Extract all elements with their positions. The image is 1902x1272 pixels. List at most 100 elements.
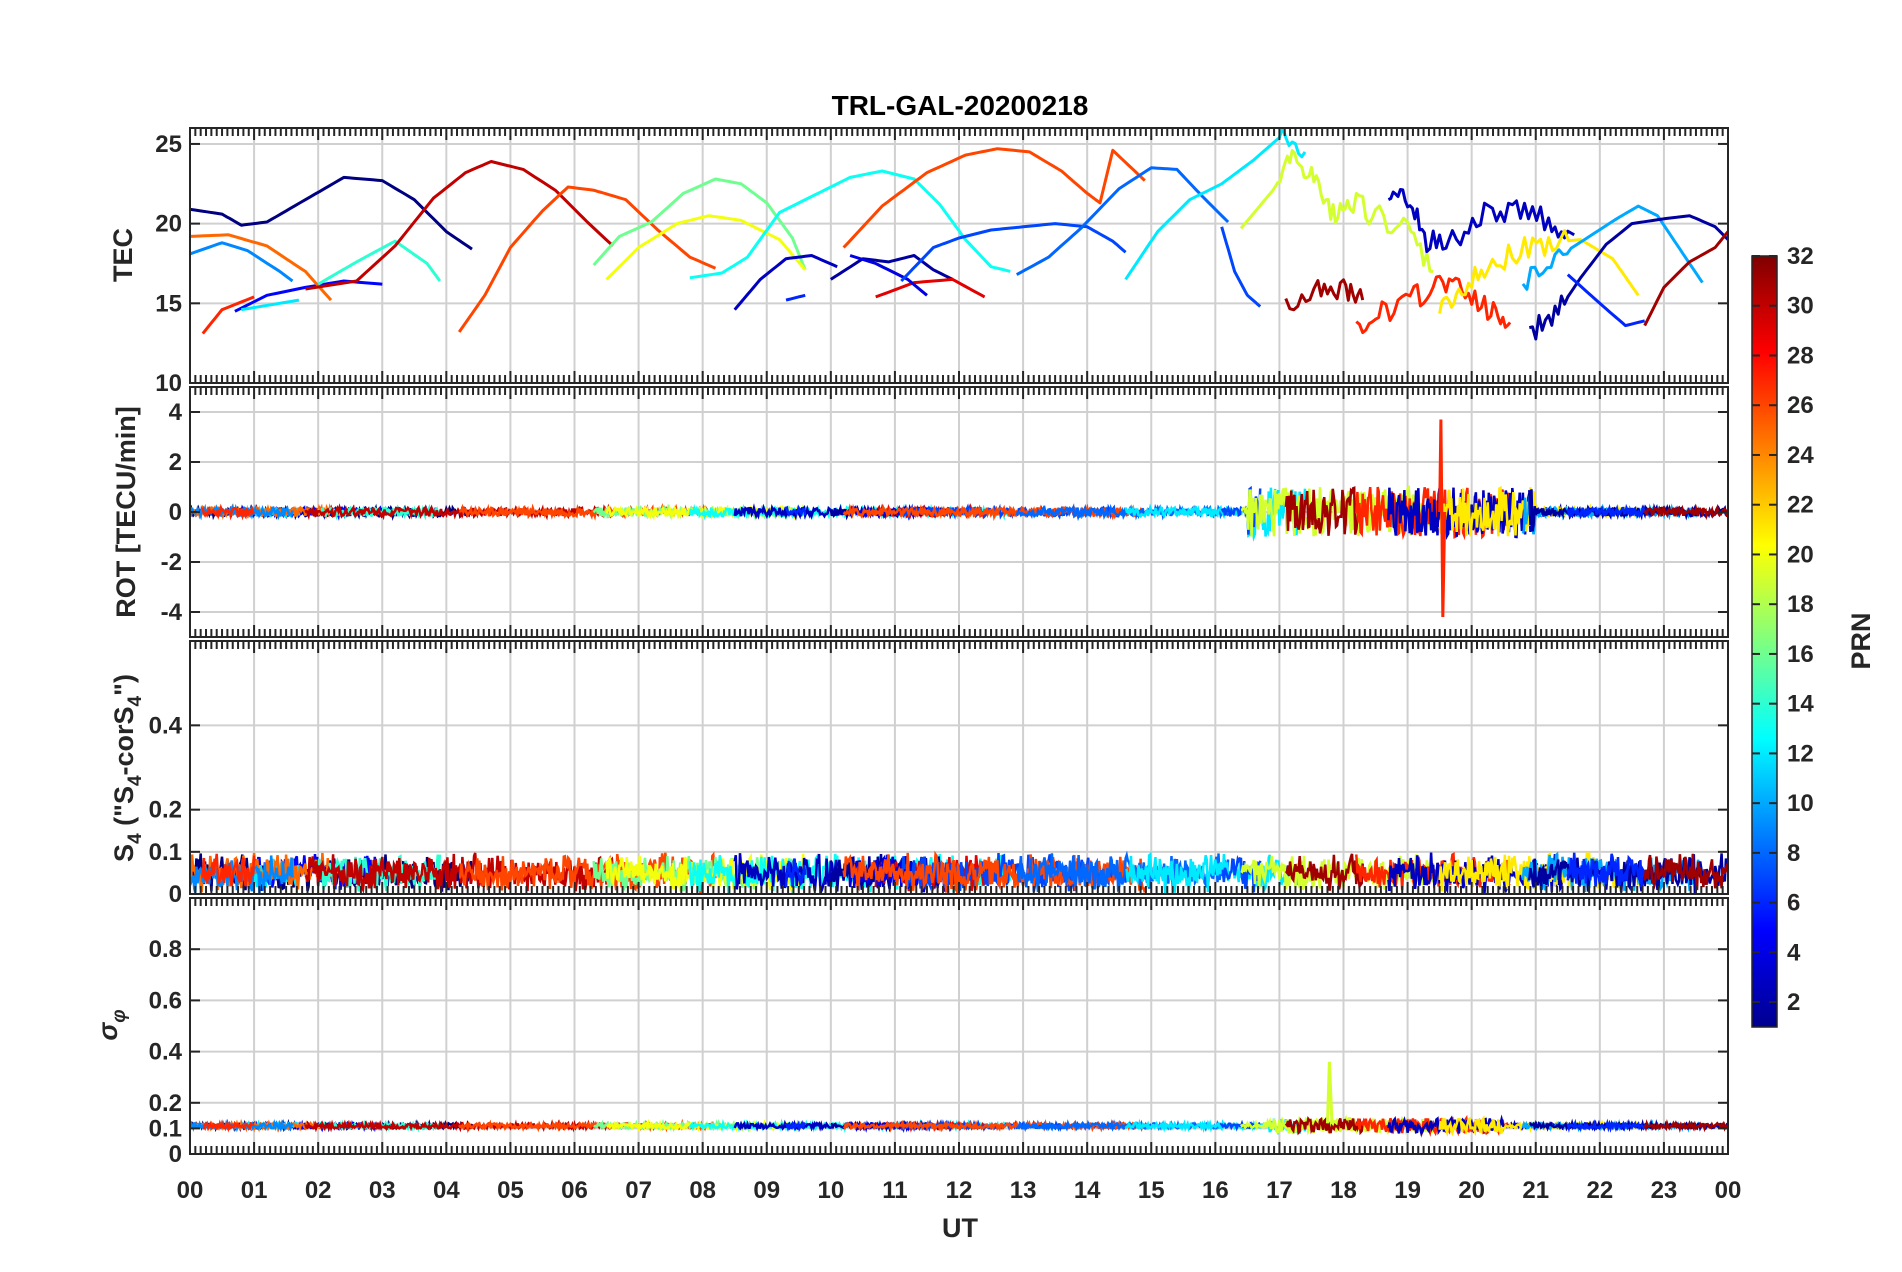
panel-frame — [189, 127, 1729, 384]
x-tick-label: 12 — [946, 1177, 973, 1204]
tec-series-line — [190, 175, 473, 251]
rot-series-line — [1566, 503, 1646, 521]
y-tick-label: 0.1 — [149, 839, 182, 866]
sigma-series-line — [1566, 1118, 1646, 1134]
tick-marks — [189, 387, 1729, 637]
tec-series-line — [733, 254, 838, 311]
series-rot — [190, 419, 1728, 618]
tec-series-line — [829, 254, 954, 281]
x-axis-label: UT — [942, 1213, 978, 1243]
x-tick-label: 00 — [1715, 1177, 1742, 1204]
tec-series-line — [1387, 188, 1575, 254]
y-label-s4: S4 ("S4-corS4") — [109, 674, 146, 862]
s4-series-line — [1566, 852, 1646, 888]
rot-series-line — [1284, 486, 1364, 536]
tec-series-line — [605, 214, 807, 281]
sigma-series-line — [1016, 1118, 1230, 1133]
x-tick-label: 05 — [497, 1177, 524, 1204]
colorbar-tick-label: 18 — [1787, 591, 1814, 618]
y-tick-label: 0 — [169, 499, 182, 526]
y-tick-labels: 0 0.1 0.2 0.4 — [149, 712, 183, 908]
tec-series-line — [190, 241, 294, 283]
x-tick-label: 16 — [1202, 1177, 1229, 1204]
panel-frame — [189, 897, 1729, 1155]
tec-series-line — [1643, 230, 1728, 327]
panel-frame — [189, 386, 1729, 638]
colorbar-tick-label: 20 — [1787, 541, 1814, 568]
x-tick-label: 15 — [1138, 1177, 1165, 1204]
colorbar-tick-label: 4 — [1787, 939, 1801, 966]
x-tick-label: 20 — [1458, 1177, 1485, 1204]
tec-series-line — [1566, 273, 1646, 328]
panel-s4: 0 0.1 0.2 0.4 — [149, 641, 1728, 908]
colorbar-label: PRN — [1846, 612, 1876, 669]
x-tick-label: 23 — [1651, 1177, 1678, 1204]
x-tick-label: 09 — [753, 1177, 780, 1204]
colorbar-tick-label: 30 — [1787, 293, 1814, 320]
y-tick-label: 20 — [155, 211, 182, 238]
y-tick-label: 4 — [169, 399, 183, 426]
rot-spike — [1438, 419, 1447, 618]
colorbar-tick-label: 10 — [1787, 790, 1814, 817]
rot-series-line — [733, 503, 839, 521]
panels: 10152025-4-202400.10.20.400.10.20.40.60.… — [149, 127, 1729, 1168]
colorbar-tick-label: 6 — [1787, 890, 1800, 917]
colorbar-tick-label: 12 — [1787, 740, 1814, 767]
colorbar-tick-label: 26 — [1787, 392, 1814, 419]
y-tick-labels: 10 15 20 25 — [155, 131, 182, 397]
y-label-rot: ROT [TECU/min] — [111, 406, 141, 617]
tec-series-line — [457, 185, 717, 333]
colorbar-tick-label: 24 — [1787, 442, 1814, 469]
svg-text:σφ: σφ — [93, 1009, 130, 1040]
chart-title: TRL-GAL-20200218 — [832, 90, 1089, 121]
s4-series-line — [201, 853, 256, 887]
tick-marks — [189, 641, 1729, 895]
x-tick-label: 21 — [1522, 1177, 1549, 1204]
x-tick-label: 11 — [882, 1177, 907, 1204]
x-tick-label: 13 — [1010, 1177, 1037, 1204]
x-tick-label: 17 — [1266, 1177, 1293, 1204]
y-label-tec: TEC — [108, 228, 138, 282]
colorbar-tick-label: 16 — [1787, 641, 1814, 668]
grid-lines — [190, 641, 1728, 895]
series-sigma — [190, 1061, 1728, 1138]
sigma-series-line — [733, 1119, 838, 1132]
s4-series-line — [1643, 853, 1728, 891]
tec-series-line — [1355, 274, 1512, 335]
tec-series-line — [1521, 204, 1704, 291]
panel-frame — [189, 640, 1729, 895]
y-tick-label: 15 — [155, 290, 182, 317]
tec-series-line — [201, 295, 255, 335]
s4-series-line — [784, 858, 807, 888]
tec-series-line — [849, 254, 928, 297]
tec-series-line — [592, 177, 807, 271]
tec-series-line — [842, 147, 1146, 249]
y-tick-labels: -4 -2 0 2 4 — [161, 399, 183, 626]
x-tick-label: 08 — [689, 1177, 716, 1204]
tec-series-line — [875, 277, 986, 299]
y-tick-label: -4 — [161, 599, 183, 626]
y-tick-label: 0.8 — [149, 936, 182, 963]
svg-text:TEC: TEC — [108, 228, 138, 282]
sigma-spike — [1325, 1061, 1334, 1124]
tec-series-line — [689, 169, 1011, 280]
x-tick-label: 02 — [305, 1177, 332, 1204]
y-tick-label: -2 — [161, 549, 182, 576]
y-label-sigma: σφ — [93, 1009, 130, 1040]
tec-series-line — [785, 293, 806, 302]
x-tick-label: 03 — [369, 1177, 396, 1204]
panel-rot: -4 -2 0 2 4 — [161, 387, 1728, 637]
tec-series-line — [1239, 149, 1434, 273]
y-tick-label: 2 — [169, 449, 182, 476]
colorbar-gradient — [1751, 255, 1778, 1028]
y-tick-label: 0 — [169, 881, 182, 908]
rot-series-line — [1124, 487, 1307, 542]
y-tick-label: 0.1 — [149, 1115, 182, 1142]
s4-series-line — [458, 851, 717, 894]
tec-series-line — [900, 222, 1127, 283]
series-s4 — [190, 850, 1728, 894]
s4-series-line — [304, 852, 615, 894]
svg-text:PRN: PRN — [1846, 612, 1876, 669]
s4-series-line — [1221, 855, 1262, 893]
